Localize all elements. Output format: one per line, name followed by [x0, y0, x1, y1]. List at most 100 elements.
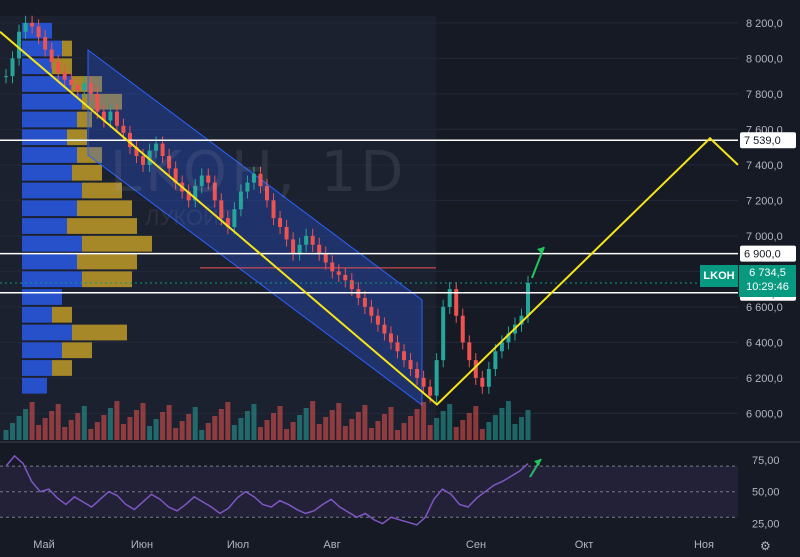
volume-profile-bar: [52, 58, 72, 75]
volume-bar: [271, 413, 277, 440]
volume-bar: [264, 420, 270, 440]
volume-bar: [466, 413, 472, 440]
up-arrow-head: [537, 247, 544, 254]
candle-body: [434, 360, 439, 396]
volume-bar: [36, 425, 42, 440]
candle-body: [441, 306, 446, 361]
rsi-line: [5, 454, 529, 526]
candle-body: [336, 271, 341, 275]
x-tick-label: Авг: [323, 539, 340, 551]
volume-profile-bar: [82, 182, 122, 199]
candle-body: [291, 239, 296, 254]
volume-bar: [3, 430, 9, 440]
candle-body: [186, 191, 191, 201]
volume-bar: [192, 407, 198, 440]
volume-bar: [205, 423, 211, 440]
volume-profile-bar: [52, 360, 72, 376]
price-level-label: 7 539,0: [744, 135, 781, 147]
volume-profile-bar: [22, 182, 82, 199]
volume-bar: [16, 416, 22, 440]
volume-profile-bar: [22, 111, 77, 128]
volume-profile-bar: [72, 324, 127, 341]
candle-body: [402, 351, 407, 361]
volume-bar: [147, 426, 153, 440]
candle-body: [121, 125, 126, 133]
volume-bar: [186, 414, 192, 440]
volume-profile-bar: [22, 218, 67, 234]
candle-body: [362, 298, 367, 307]
x-tick-label: Ноя: [694, 539, 714, 551]
volume-profile-bar: [82, 93, 122, 110]
volume-bar: [401, 423, 407, 440]
volume-bar: [512, 424, 518, 440]
candle-body: [349, 280, 354, 290]
candle-body: [114, 111, 119, 126]
candle-body: [56, 61, 61, 73]
volume-profile-bar: [22, 40, 62, 57]
volume-bar: [368, 428, 374, 440]
candle-body: [95, 93, 100, 112]
candle-body: [82, 83, 87, 91]
candle-body: [493, 351, 498, 369]
volume-bar: [179, 421, 185, 440]
candle-body: [62, 72, 67, 80]
volume-bar: [447, 404, 453, 440]
candle-body: [369, 306, 374, 316]
countdown: 10:29:46: [746, 281, 789, 293]
volume-bar: [479, 429, 485, 440]
volume-profile-bar: [67, 129, 87, 146]
settings-icon[interactable]: ⚙: [760, 539, 771, 553]
candle-body: [278, 218, 283, 227]
volume-profile-bar: [22, 76, 72, 92]
ticker-label: LKOH: [700, 265, 738, 287]
x-tick-label: Июл: [227, 539, 249, 551]
candle-body: [297, 244, 302, 254]
y-tick-label: 7 400,0: [746, 160, 783, 172]
volume-bar: [225, 402, 231, 440]
y-tick-label: 8 000,0: [746, 53, 783, 65]
candle-body: [154, 143, 159, 151]
volume-bar: [199, 430, 205, 440]
candle-body: [310, 235, 315, 245]
candle-body: [519, 315, 524, 325]
y-tick-label: 6 200,0: [746, 373, 783, 385]
candle-body: [428, 386, 433, 396]
volume-bar: [153, 419, 159, 440]
candle-body: [219, 200, 224, 219]
volume-bar: [55, 404, 61, 440]
volume-bar: [388, 407, 394, 440]
volume-bar: [231, 425, 237, 440]
candle-body: [415, 369, 420, 378]
volume-profile-bar: [22, 271, 82, 288]
volume-profile-bar: [77, 147, 102, 163]
y-tick-label: 6 600,0: [746, 302, 783, 314]
volume-profile-bar: [22, 377, 47, 394]
y-tick-label: 7 800,0: [746, 89, 783, 101]
volume-bar: [486, 422, 492, 440]
volume-bar: [107, 408, 113, 440]
candle-body: [75, 85, 80, 91]
volume-bar: [114, 401, 120, 440]
volume-bar: [290, 422, 296, 440]
volume-bar: [284, 429, 290, 440]
volume-bar: [362, 405, 368, 440]
volume-profile-bar: [77, 253, 137, 270]
last-price-label: 6 734,5 10:29:46: [739, 265, 796, 297]
volume-bar: [49, 411, 55, 440]
candle-body: [4, 76, 8, 78]
volume-bar: [310, 401, 316, 440]
candle-body: [447, 289, 452, 307]
volume-bar: [160, 412, 166, 440]
candle-body: [30, 22, 35, 27]
volume-bar: [434, 418, 440, 440]
volume-bar: [173, 428, 179, 440]
volume-bar: [473, 406, 479, 440]
volume-profile-bar: [22, 129, 67, 146]
x-tick-label: Июн: [131, 539, 153, 551]
candle-body: [323, 253, 328, 263]
volume-bar: [81, 406, 87, 440]
volume-bar: [329, 410, 335, 440]
volume-bar: [303, 408, 309, 440]
rsi-tick-label: 25,00: [752, 519, 780, 531]
